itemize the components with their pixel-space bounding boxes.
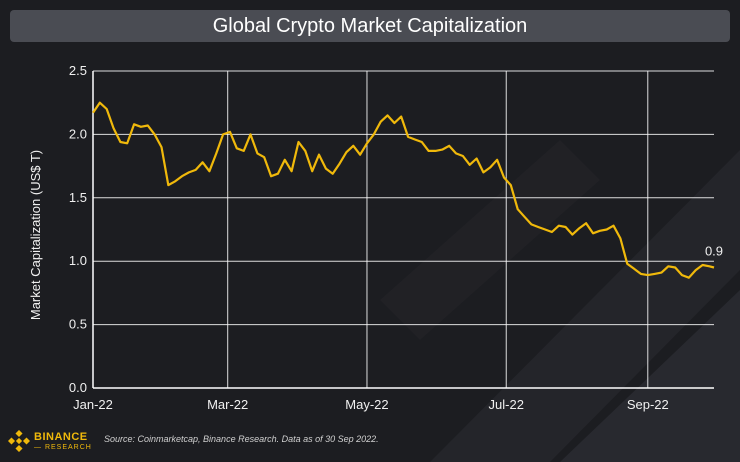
source-note: Source: Coinmarketcap, Binance Research.… [104,434,379,444]
series [92,101,715,279]
logo-name: BINANCE [34,430,88,443]
grid [93,70,714,388]
y-tick-label: 1.0 [69,253,87,268]
y-tick-label: 0.0 [69,380,87,395]
tick-labels: 0.0 0.5 1.0 1.5 2.0 2.5 Jan-22 Mar-22 May-22 Jul-… [69,63,669,412]
y-tick-label: 1.5 [69,190,87,205]
y-tick-label: 2.0 [69,126,87,141]
x-tick-label: Jan-22 [73,397,113,412]
x-tick-label: Mar-22 [207,397,248,412]
end-value-label: 0.9 [705,244,723,259]
x-tick-label: Sep-22 [627,397,669,412]
y-tick-label: 0.5 [69,317,87,332]
x-tick-label: Jul-22 [489,397,524,412]
x-tick-label: May-22 [345,397,388,412]
chart-title: Global Crypto Market Capitalization [212,14,528,37]
axes [92,71,714,389]
logo-sub: — RESEARCH [34,443,92,451]
y-axis-label: Market Capitalization (US$ T) [28,150,43,320]
series-line [92,101,715,279]
y-tick-label: 2.5 [69,63,87,78]
binance-logo-icon [8,430,30,452]
brand-logo: BINANCE — RESEARCH [8,430,92,452]
chart-title-bar: Global Crypto Market Capitalization [10,10,730,42]
